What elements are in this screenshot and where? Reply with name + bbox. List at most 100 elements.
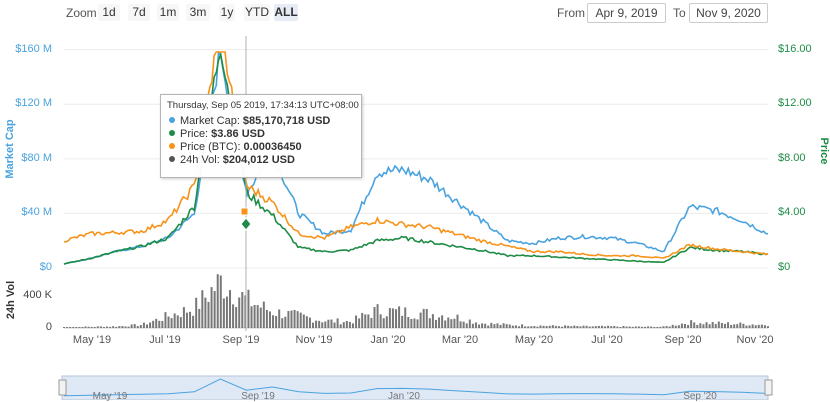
- volume-bar: [702, 324, 705, 328]
- volume-bar: [634, 326, 637, 328]
- volume-bar: [600, 325, 603, 328]
- series-line-price-btc: [63, 51, 769, 259]
- volume-bar: [170, 318, 173, 328]
- volume-bar: [118, 326, 121, 328]
- zoom-button-1m[interactable]: 1m: [157, 4, 179, 21]
- volume-bar: [284, 316, 287, 328]
- navigator-tick: Jan '20: [388, 391, 420, 402]
- volume-bar: [456, 314, 459, 328]
- tooltip-series-value: 0.00036450: [243, 141, 302, 153]
- to-date-input[interactable]: Nov 9, 2020: [689, 3, 768, 23]
- volume-bar: [530, 326, 533, 328]
- volume-bar: [99, 326, 102, 328]
- volume-bar: [693, 322, 696, 328]
- volume-bar: [453, 318, 456, 328]
- series-dot-icon: [169, 143, 175, 149]
- volume-bar: [640, 326, 643, 328]
- volume-bar: [142, 322, 145, 328]
- tooltip-row: 24h Vol: $204,012 USD: [169, 154, 295, 167]
- volume-bar: [367, 314, 370, 328]
- volume-bar: [567, 325, 570, 328]
- volume-bar: [204, 297, 207, 328]
- zoom-button-1d[interactable]: 1d: [98, 4, 120, 21]
- volume-bar: [185, 312, 188, 328]
- zoom-button-all[interactable]: ALL: [274, 4, 298, 21]
- volume-bar: [213, 291, 216, 328]
- volume-bar: [351, 323, 354, 328]
- volume-bar: [696, 324, 699, 328]
- volume-bar: [315, 320, 318, 328]
- navigator-handle-right[interactable]: [764, 379, 773, 396]
- volume-bar: [708, 324, 711, 328]
- volume-bar: [607, 325, 610, 328]
- volume-bar: [339, 324, 342, 328]
- series-line-price: [63, 51, 769, 265]
- volume-bar: [364, 314, 367, 328]
- tooltip-series-name: Price (BTC):: [180, 141, 241, 153]
- volume-bar: [244, 295, 247, 328]
- volume-bar: [379, 314, 382, 328]
- volume-bar: [493, 324, 496, 328]
- volume-bar: [680, 323, 683, 328]
- zoom-button-ytd[interactable]: YTD: [244, 4, 270, 21]
- from-date-input[interactable]: Apr 9, 2019: [587, 3, 666, 23]
- volume-bar: [422, 308, 425, 328]
- volume-bar: [75, 327, 78, 328]
- volume-bar: [536, 326, 539, 328]
- volume-bar: [179, 317, 182, 328]
- volume-bar: [235, 307, 238, 328]
- volume-bar: [723, 323, 726, 328]
- volume-bar: [416, 319, 419, 328]
- to-label: To: [673, 6, 686, 20]
- volume-bar: [616, 326, 619, 328]
- volume-bar: [149, 322, 152, 328]
- x-axis-tick: Sep '20: [664, 334, 702, 346]
- tooltip-series-name: 24h Vol:: [180, 154, 220, 166]
- volume-bar: [545, 326, 548, 328]
- volume-bar: [318, 320, 321, 328]
- navigator-handle-left[interactable]: [58, 379, 67, 396]
- volume-bar: [468, 319, 471, 328]
- volume-bar: [548, 325, 551, 328]
- tooltip-row: Price (BTC): 0.00036450: [169, 141, 302, 154]
- volume-bar: [345, 320, 348, 328]
- volume-bar: [112, 326, 115, 328]
- volume-bar: [382, 318, 385, 328]
- zoom-button-1y[interactable]: 1y: [219, 4, 235, 21]
- right-axis-tick: $12.00: [778, 97, 812, 110]
- volume-bar: [385, 316, 388, 328]
- volume-bar: [238, 297, 241, 328]
- volume-bar: [327, 319, 330, 328]
- volume-bar: [637, 326, 640, 328]
- volume-bar: [767, 326, 769, 328]
- volume-bar: [683, 324, 686, 328]
- volume-bar: [499, 324, 502, 328]
- volume-bar: [115, 326, 118, 328]
- volume-bar: [72, 327, 75, 328]
- navigator-tick: May '19: [92, 391, 128, 402]
- volume-bar: [410, 318, 413, 328]
- volume-bar: [63, 327, 65, 328]
- zoom-button-7d[interactable]: 7d: [128, 4, 150, 21]
- right-axis-tick: $16.00: [778, 42, 812, 55]
- volume-bar: [748, 325, 751, 328]
- series-dot-icon: [169, 130, 175, 136]
- volume-bar: [127, 326, 130, 328]
- volume-bar: [736, 324, 739, 328]
- volume-bar: [370, 317, 373, 328]
- volume-bar: [225, 296, 228, 328]
- volume-bar: [650, 326, 653, 328]
- volume-bar: [219, 275, 222, 328]
- volume-bar: [139, 325, 142, 328]
- volume-bar: [751, 324, 754, 328]
- volume-bar: [597, 325, 600, 328]
- volume-bar: [428, 318, 431, 328]
- zoom-button-3m[interactable]: 3m: [186, 4, 210, 21]
- right-axis-tick: $4.00: [778, 206, 806, 219]
- x-axis-tick: Jul '19: [149, 334, 181, 346]
- x-axis-tick: May '20: [514, 334, 554, 346]
- volume-bar: [745, 325, 748, 328]
- right-axis-tick: $0: [778, 261, 791, 273]
- volume-bar: [760, 324, 763, 328]
